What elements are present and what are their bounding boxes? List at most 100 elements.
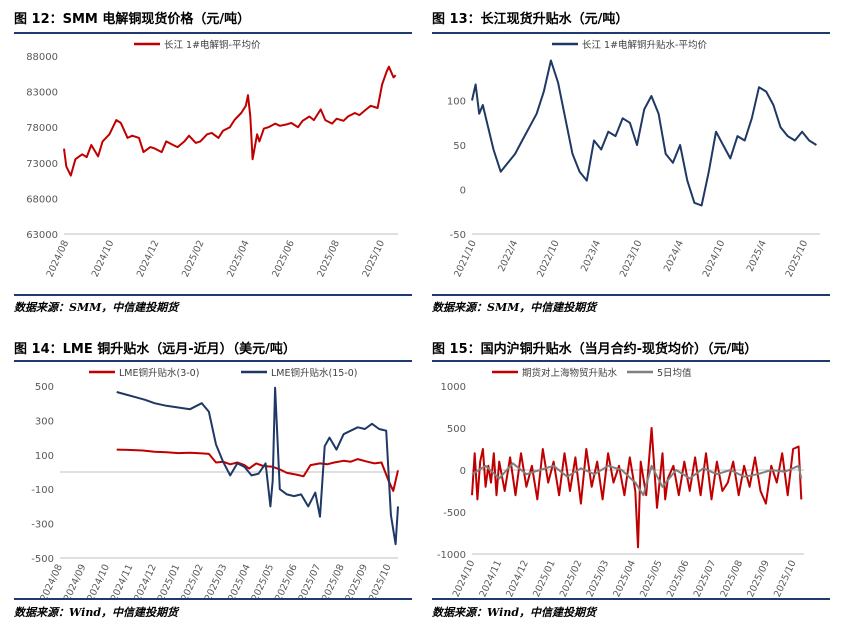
y-tick-label: 300: [35, 416, 54, 427]
divider: [14, 598, 412, 600]
y-tick-label: 83000: [26, 88, 58, 99]
x-tick-label: 2025/02: [558, 559, 585, 598]
chart-plot: 63000 68000 73000 78000 83000 88000 2024/08 202…: [26, 39, 398, 279]
chart-plot: -500-300-1001003005002024/082024/092024/…: [31, 367, 399, 598]
y-tick-label: -100: [31, 485, 54, 496]
x-tick-label: 2024/09: [62, 563, 89, 598]
x-tick-label: 2025/10: [361, 239, 388, 279]
chart-plot: -50 0 50 100 2021/10 2022/4 2022/10 2023/4 2023/…: [447, 39, 820, 279]
y-tick-label: 100: [447, 97, 466, 108]
y-tick-label: -300: [31, 520, 54, 531]
y-tick-label: 500: [447, 424, 466, 435]
y-tick-label: 78000: [26, 123, 58, 134]
x-tick-label: 2025/06: [270, 239, 297, 279]
legend-label: 长江 1#电解铜升贴水-平均价: [582, 39, 707, 51]
y-tick-label: 0: [460, 466, 466, 477]
y-tick-label: 63000: [26, 230, 58, 241]
y-tick-label: -500: [31, 554, 54, 565]
x-tick-label: 2025/05: [638, 559, 665, 598]
x-tick-label: 2025/04: [611, 559, 638, 598]
series-line: [471, 462, 803, 497]
legend-label: 5日均值: [657, 367, 692, 379]
x-tick-label: 2025/4: [745, 239, 769, 274]
chart-title: 图 13：长江现货升贴水（元/吨）: [432, 12, 629, 27]
x-tick-label: 2025/10: [772, 559, 799, 598]
chart-panel-15: 图 15：国内沪铜升贴水（当月合约-现货均价）（元/吨） -1000 -500 0 5…: [432, 338, 830, 628]
x-tick-label: 2024/11: [109, 563, 136, 598]
chart-title: 图 14：LME 铜升贴水（远月-近月）（美元/吨）: [14, 342, 296, 357]
x-tick-label: 2024/11: [478, 559, 505, 598]
x-tick-label: 2025/09: [745, 559, 772, 598]
x-tick-label: 2025/08: [315, 239, 342, 279]
x-tick-label: 2025/08: [320, 563, 347, 598]
x-tick-label: 2024/12: [504, 559, 531, 598]
divider: [14, 32, 412, 34]
series-line: [471, 427, 803, 549]
x-tick-label: 2024/10: [451, 559, 478, 598]
divider: [432, 32, 830, 34]
x-tick-label: 2025/10: [367, 563, 394, 598]
y-tick-label: 73000: [26, 159, 58, 170]
x-tick-label: 2025/07: [692, 559, 719, 598]
y-tick-label: 50: [453, 141, 466, 152]
x-tick-label: 2024/12: [132, 563, 159, 598]
series-line: [116, 386, 399, 546]
y-tick-label: 100: [35, 451, 54, 462]
x-tick-label: 2025/10: [784, 239, 811, 279]
x-tick-label: 2024/08: [45, 239, 72, 279]
chart-title: 图 15：国内沪铜升贴水（当月合约-现货均价）（元/吨）: [432, 342, 758, 357]
x-tick-label: 2021/10: [452, 239, 479, 279]
divider: [14, 294, 412, 296]
x-tick-label: 2024/10: [701, 239, 728, 279]
x-tick-label: 2025/04: [226, 563, 253, 598]
legend-label: 长江 1#电解铜-平均价: [164, 39, 261, 51]
chart-panel-12: 图 12：SMM 电解铜现货价格（元/吨） 63000 68000 73000 780…: [14, 8, 412, 314]
x-tick-label: 2024/10: [90, 239, 117, 279]
series-line: [63, 65, 397, 177]
y-tick-label: -50: [450, 230, 466, 241]
x-tick-label: 2022/10: [535, 239, 562, 279]
source-note: 数据来源：Wind，中信建投期货: [432, 606, 597, 619]
divider: [432, 360, 830, 362]
y-tick-label: 88000: [26, 52, 58, 63]
divider: [432, 294, 830, 296]
x-tick-label: 2025/06: [273, 563, 300, 598]
legend-label: 期货对上海物贸升贴水: [522, 367, 618, 379]
x-tick-label: 2025/02: [179, 563, 206, 598]
x-tick-label: 2025/04: [225, 239, 252, 279]
divider: [14, 360, 412, 362]
x-tick-label: 2025/03: [585, 559, 612, 598]
y-tick-label: 68000: [26, 194, 58, 205]
chart-panel-14: 图 14：LME 铜升贴水（远月-近月）（美元/吨） -500 -300 -100 1…: [14, 338, 412, 628]
legend-label: LME铜升贴水(3-0): [119, 367, 199, 379]
x-tick-label: 2024/08: [38, 563, 65, 598]
x-tick-label: 2022/4: [496, 239, 520, 274]
series-line: [116, 448, 399, 492]
y-tick-label: -1000: [437, 550, 466, 561]
chart-panel-13: 图 13：长江现货升贴水（元/吨） -50 0 50 100 2021/10 2022/4…: [432, 8, 830, 314]
divider: [432, 598, 830, 600]
y-tick-label: 500: [35, 382, 54, 393]
x-tick-label: 2025/02: [180, 239, 207, 279]
source-note: 数据来源：SMM，中信建投期货: [432, 301, 597, 314]
x-tick-label: 2024/12: [135, 239, 162, 279]
x-tick-label: 2025/01: [156, 563, 183, 598]
x-tick-label: 2025/05: [250, 563, 277, 598]
x-tick-label: 2025/08: [718, 559, 745, 598]
x-tick-label: 2025/03: [203, 563, 230, 598]
x-tick-label: 2023/10: [618, 239, 645, 279]
x-tick-label: 2024/4: [662, 239, 686, 274]
x-tick-label: 2025/01: [531, 559, 558, 598]
series-line: [471, 59, 817, 207]
x-tick-label: 2024/10: [85, 563, 112, 598]
y-tick-label: 0: [460, 186, 466, 197]
x-tick-label: 2025/09: [344, 563, 371, 598]
y-tick-label: 1000: [441, 382, 466, 393]
legend-label: LME铜升贴水(15-0): [271, 367, 357, 379]
source-note: 数据来源：Wind，中信建投期货: [14, 606, 179, 619]
chart-title: 图 12：SMM 电解铜现货价格（元/吨）: [14, 12, 251, 27]
y-tick-label: -500: [443, 508, 466, 519]
x-tick-label: 2023/4: [579, 239, 603, 274]
x-tick-label: 2025/07: [297, 563, 324, 598]
